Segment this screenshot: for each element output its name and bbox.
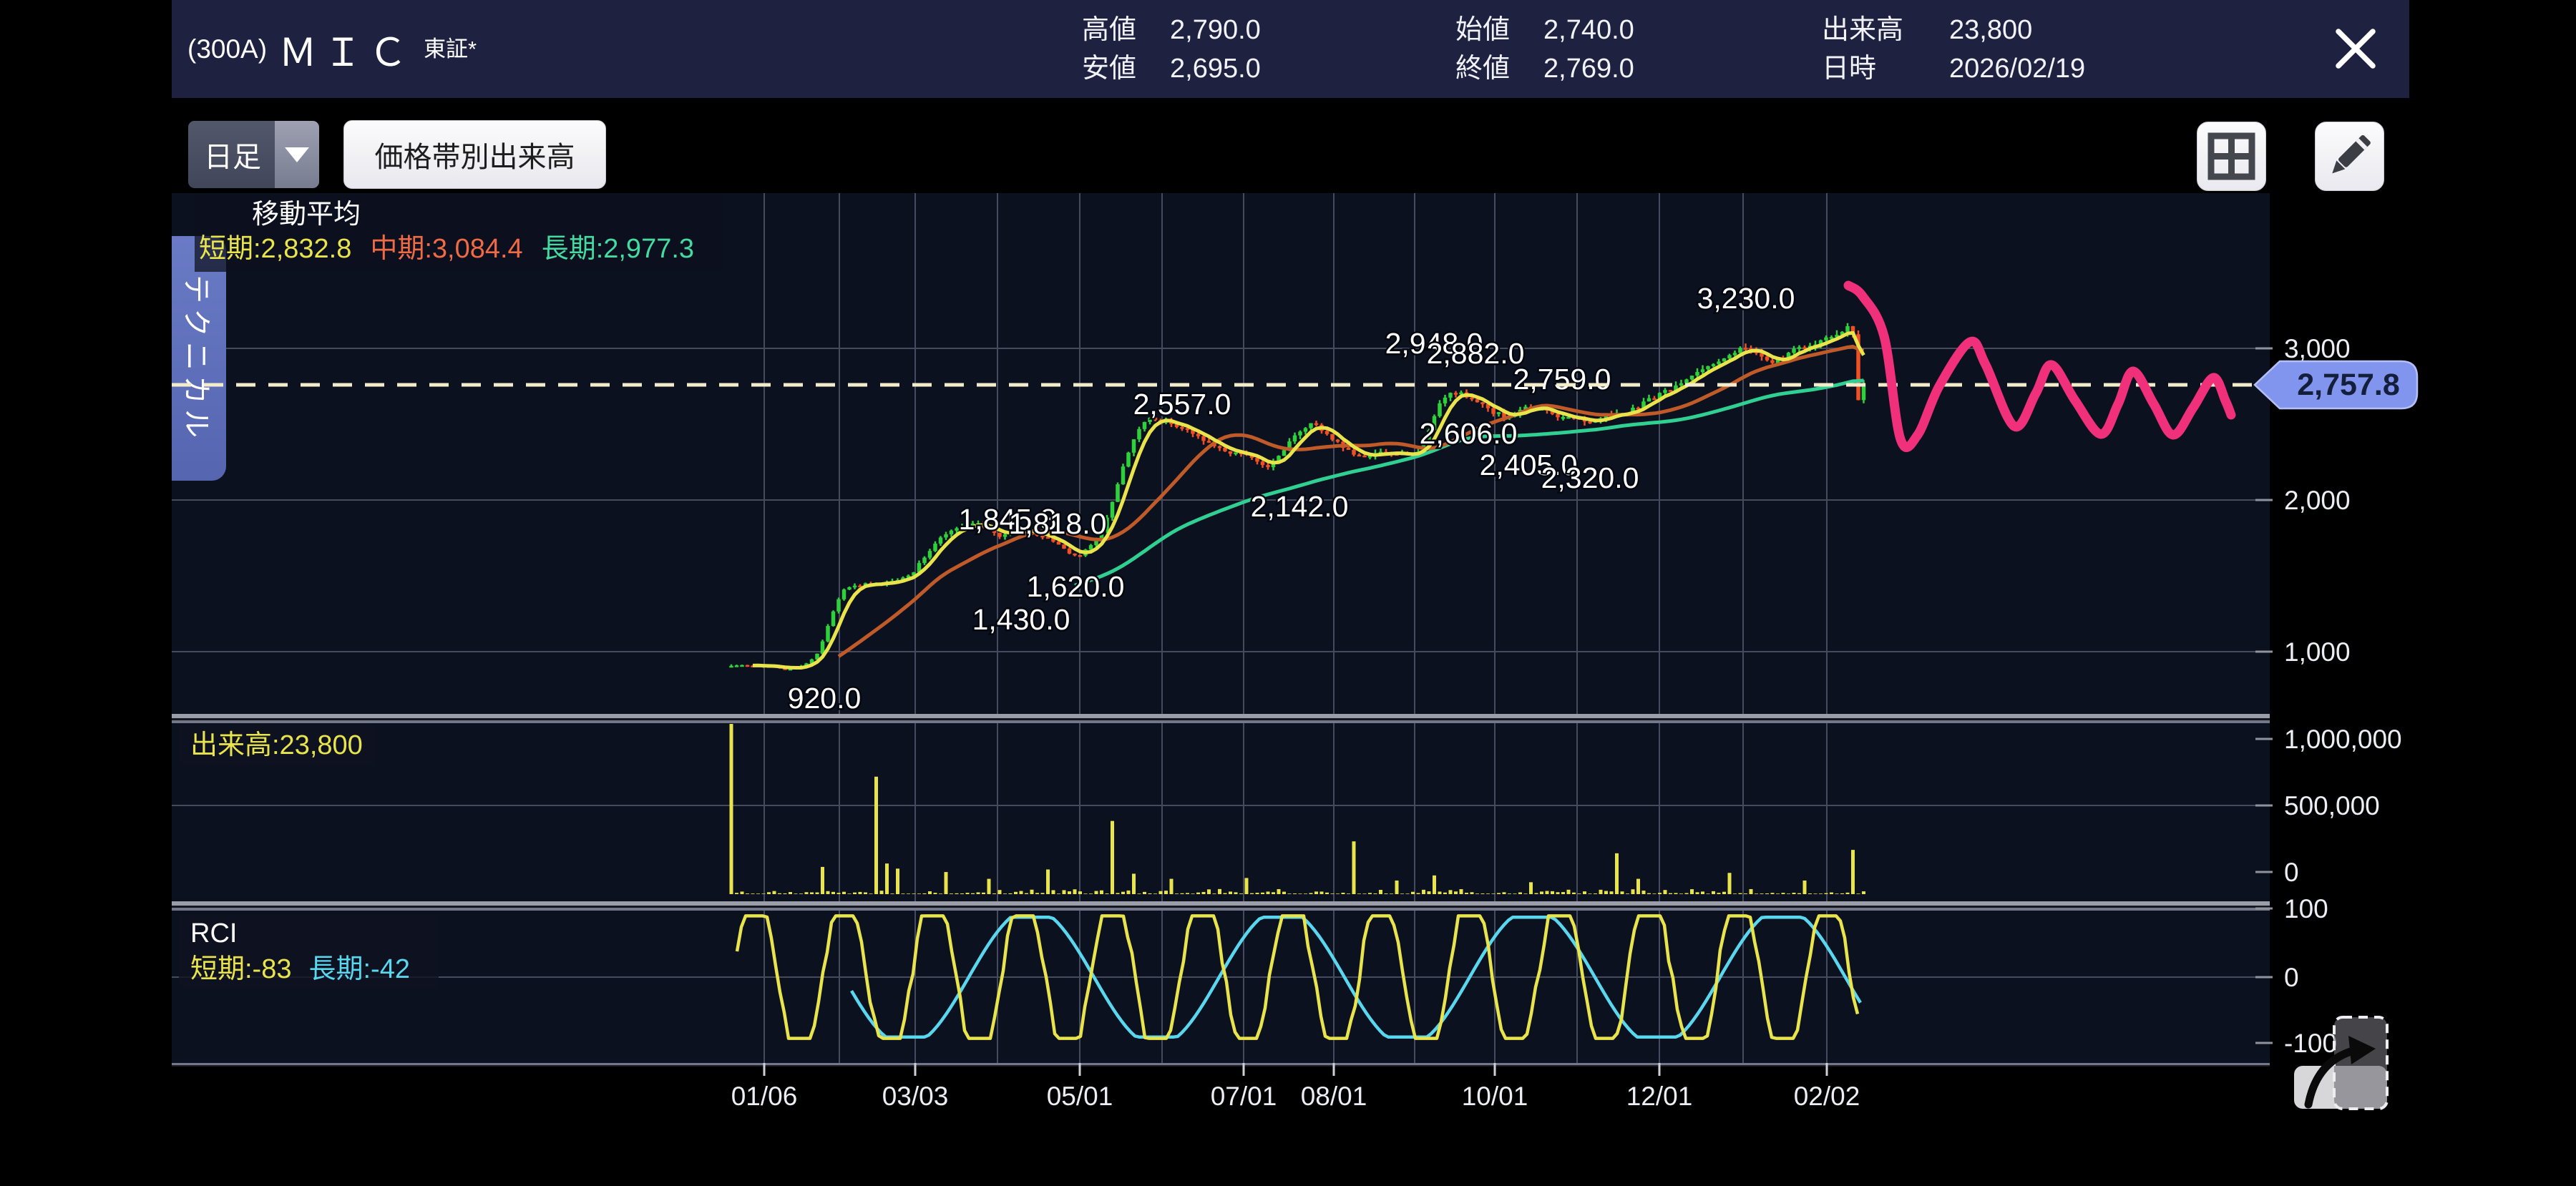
stat-row: 終値 2,769.0 xyxy=(1455,53,1634,84)
svg-text:2,000: 2,000 xyxy=(2284,486,2351,515)
stat-label: 出来高 xyxy=(1822,14,1904,45)
svg-text:0: 0 xyxy=(2284,963,2299,992)
ma-short-line xyxy=(752,330,1865,670)
svg-text:1,818.0: 1,818.0 xyxy=(1009,507,1107,540)
svg-text:2,759.0: 2,759.0 xyxy=(1513,363,1611,396)
svg-text:07/01: 07/01 xyxy=(1211,1082,1277,1111)
stat-row: 高値 2,790.0 xyxy=(1082,14,1261,46)
ma-legend-item: 短期:2,832.8 xyxy=(199,234,352,264)
rci-values: 短期:-83 長期:-42 xyxy=(190,951,427,987)
layout-grid-button[interactable] xyxy=(2197,122,2266,191)
moving-average-legend: 移動平均 短期:2,832.8 中期:3,084.4 長期:2,977.3 xyxy=(195,195,723,272)
chevron-down-icon xyxy=(275,121,319,188)
volume-by-price-button[interactable]: 価格帯別出来高 xyxy=(343,120,606,189)
svg-text:2,557.0: 2,557.0 xyxy=(1133,388,1231,421)
svg-text:1,845.8: 1,845.8 xyxy=(959,503,1057,536)
price-annotations: 920.0 1,845.81,818.0 1,620.01,430.0 2,142.0… xyxy=(786,280,1797,717)
stat-label: 安値 xyxy=(1082,53,1137,84)
stat-row: 安値 2,695.0 xyxy=(1082,53,1261,84)
ma-legend-item: 長期:2,977.3 xyxy=(541,234,695,264)
stat-value: 2,769.0 xyxy=(1543,53,1634,84)
rci-title: RCI xyxy=(190,918,238,949)
current-price-value: 2,757.8 xyxy=(2297,368,2399,402)
rci-lines xyxy=(735,914,1862,1040)
stat-label: 日時 xyxy=(1822,53,1877,84)
symbol-code: (300A) xyxy=(187,34,268,64)
svg-text:01/06: 01/06 xyxy=(731,1082,798,1111)
close-icon xyxy=(2336,29,2376,69)
stat-row: 日時 2026/02/19 xyxy=(1822,53,2085,84)
svg-text:05/01: 05/01 xyxy=(1047,1082,1113,1111)
stat-label: 終値 xyxy=(1455,53,1511,84)
svg-text:10/01: 10/01 xyxy=(1462,1082,1528,1111)
svg-text:3,230.0: 3,230.0 xyxy=(1697,282,1795,315)
technical-side-tab[interactable]: テクニカル xyxy=(172,236,226,481)
stat-row: 出来高 23,800 xyxy=(1822,14,2085,46)
svg-text:1,430.0: 1,430.0 xyxy=(972,603,1070,636)
timeframe-dropdown[interactable]: 日足 xyxy=(187,120,320,189)
symbol-title: (300A) ＭＩＣ 東証* xyxy=(187,0,477,98)
svg-text:2,320.0: 2,320.0 xyxy=(1541,461,1639,494)
svg-text:2,948.0: 2,948.0 xyxy=(1385,327,1483,360)
svg-text:2,405.0: 2,405.0 xyxy=(1480,449,1578,481)
volume-pane-label: 出来高:23,800 xyxy=(179,725,374,765)
ohlc-column-3: 出来高 23,800 日時 2026/02/19 xyxy=(1822,0,2085,98)
pencil-icon xyxy=(2332,134,2371,174)
moving-average-lines xyxy=(752,330,1865,670)
timeframe-value: 日足 xyxy=(188,121,275,188)
ma-legend-item: 中期:3,084.4 xyxy=(370,234,523,264)
ma-long-line xyxy=(1074,378,1864,587)
pane-separators xyxy=(172,714,2270,1067)
svg-text:12/01: 12/01 xyxy=(1626,1082,1693,1111)
stat-value: 23,800 xyxy=(1949,14,2033,45)
symbol-name: ＭＩＣ xyxy=(278,31,414,74)
stat-label: 高値 xyxy=(1082,14,1137,45)
ohlc-column-1: 高値 2,790.0 安値 2,695.0 xyxy=(1082,0,1261,98)
stat-row: 始値 2,740.0 xyxy=(1455,14,1634,46)
svg-text:1,000: 1,000 xyxy=(2284,637,2351,667)
ma-legend-title: 移動平均 xyxy=(252,200,361,230)
current-price-tag[interactable]: 2,757.8 xyxy=(2253,360,2420,410)
ohlc-column-2: 始値 2,740.0 終値 2,769.0 xyxy=(1455,0,1634,98)
svg-text:920.0: 920.0 xyxy=(788,682,862,715)
axis-labels: 3,000 2,000 1,000 1,000,000 500,000 0 100 0 -100… xyxy=(731,334,2402,1111)
stat-value: 2,790.0 xyxy=(1170,14,1261,45)
svg-text:1,000,000: 1,000,000 xyxy=(2284,725,2402,754)
rci-item: 短期:-83 xyxy=(190,954,292,984)
stat-value: 2,695.0 xyxy=(1170,53,1261,84)
export-arrow-icon xyxy=(2294,1016,2389,1110)
svg-text:02/02: 02/02 xyxy=(1794,1082,1860,1111)
volume-value: 出来高:23,800 xyxy=(190,730,363,760)
stat-label: 始値 xyxy=(1455,14,1511,45)
svg-text:500,000: 500,000 xyxy=(2284,791,2380,820)
ma-legend-values: 短期:2,832.8 中期:3,084.4 長期:2,977.3 xyxy=(199,232,713,266)
rci-pane-label: RCI 短期:-83 長期:-42 xyxy=(179,914,439,989)
svg-text:2,882.0: 2,882.0 xyxy=(1427,337,1525,370)
svg-text:0: 0 xyxy=(2284,858,2299,887)
grid-2x2-icon xyxy=(2207,132,2255,180)
stat-value: 2026/02/19 xyxy=(1949,53,2086,84)
svg-text:3,000: 3,000 xyxy=(2284,334,2351,363)
svg-text:2,606.0: 2,606.0 xyxy=(1420,417,1518,450)
close-button[interactable] xyxy=(2330,23,2381,74)
draw-tool-button[interactable] xyxy=(2315,122,2384,191)
volume-bars xyxy=(729,724,1865,894)
export-chart-button[interactable] xyxy=(2288,1010,2399,1114)
svg-text:-100: -100 xyxy=(2284,1029,2337,1058)
rci-item: 長期:-42 xyxy=(308,954,410,984)
market-label: 東証* xyxy=(424,36,477,62)
svg-text:08/01: 08/01 xyxy=(1301,1082,1367,1111)
svg-text:2,142.0: 2,142.0 xyxy=(1251,490,1349,523)
header-bar: (300A) ＭＩＣ 東証* 高値 2,790.0 安値 2,695.0 始値 2,74… xyxy=(172,0,2409,98)
rci-short-line xyxy=(735,914,1860,1040)
svg-text:100: 100 xyxy=(2284,894,2328,923)
stat-value: 2,740.0 xyxy=(1543,14,1634,45)
svg-text:03/03: 03/03 xyxy=(882,1082,949,1111)
technical-tab-label: テクニカル xyxy=(180,274,212,443)
svg-text:1,620.0: 1,620.0 xyxy=(1027,570,1125,603)
